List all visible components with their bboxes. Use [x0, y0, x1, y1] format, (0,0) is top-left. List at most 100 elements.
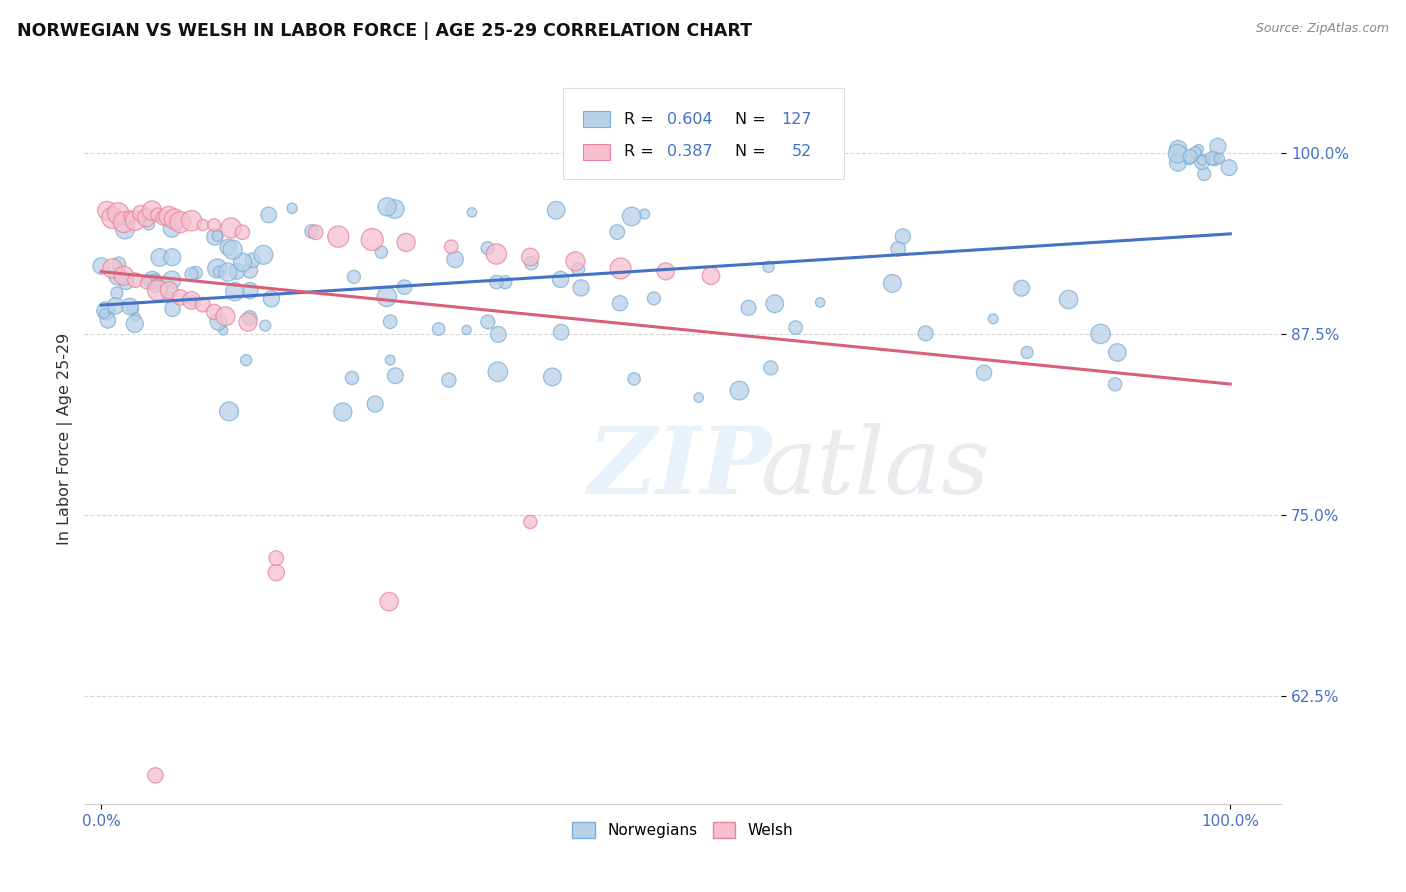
Point [114, 222, 136, 236]
Point [394, 280, 416, 294]
Point [375, 200, 398, 214]
Point [224, 285, 246, 299]
Point [1015, 345, 1038, 359]
Point [305, 225, 328, 239]
Point [882, 277, 904, 291]
Point [157, 290, 180, 304]
Point [378, 594, 401, 608]
Text: 127: 127 [780, 112, 811, 127]
Point [623, 372, 645, 386]
Point [567, 262, 589, 277]
Point [281, 202, 304, 216]
Point [1191, 154, 1213, 169]
Point [180, 267, 202, 281]
Point [252, 248, 274, 262]
Point [328, 229, 350, 244]
Point [569, 281, 592, 295]
Point [914, 326, 936, 341]
Point [395, 235, 418, 250]
Point [218, 404, 240, 418]
Point [180, 293, 202, 308]
Point [217, 265, 239, 279]
Point [239, 311, 262, 326]
Point [1178, 149, 1201, 163]
Point [519, 250, 541, 264]
Point [242, 253, 264, 268]
Point [217, 240, 239, 254]
Point [485, 247, 508, 261]
Point [145, 768, 167, 782]
Point [141, 203, 163, 218]
Point [191, 298, 214, 312]
Point [169, 290, 191, 304]
Point [214, 310, 236, 324]
Point [1218, 161, 1240, 175]
Point [112, 215, 135, 229]
Point [461, 205, 484, 219]
Point [763, 297, 786, 311]
Point [115, 275, 138, 289]
Point [135, 276, 157, 290]
Point [1011, 281, 1033, 295]
Point [633, 207, 655, 221]
Point [1167, 146, 1189, 161]
Point [546, 203, 568, 218]
Point [1090, 326, 1112, 341]
Point [257, 208, 280, 222]
Text: ZIP: ZIP [586, 423, 772, 513]
Point [235, 353, 257, 368]
Point [264, 566, 287, 580]
Point [107, 268, 129, 283]
Point [728, 384, 751, 398]
Point [1107, 345, 1129, 359]
Point [157, 283, 180, 297]
Point [157, 210, 180, 224]
Point [207, 261, 229, 276]
Point [343, 269, 366, 284]
Point [125, 310, 148, 324]
Point [1201, 151, 1223, 165]
Point [688, 391, 710, 405]
Point [184, 266, 207, 280]
Point [1167, 142, 1189, 156]
Point [981, 311, 1004, 326]
Text: N =: N = [735, 112, 766, 127]
Point [212, 323, 235, 337]
Point [440, 240, 463, 254]
Point [1057, 293, 1080, 307]
Point [361, 233, 384, 247]
Point [96, 203, 118, 218]
Point [1184, 145, 1206, 160]
Point [477, 315, 499, 329]
Point [1167, 155, 1189, 169]
Point [202, 305, 225, 319]
Point [609, 296, 631, 310]
Point [380, 353, 402, 368]
Point [655, 264, 678, 278]
Point [93, 307, 115, 321]
Point [486, 365, 509, 379]
Point [90, 259, 112, 273]
Point [437, 373, 460, 387]
Point [143, 274, 166, 288]
Text: atlas: atlas [761, 423, 990, 513]
Point [785, 320, 807, 334]
Point [135, 211, 157, 225]
Point [541, 370, 564, 384]
Point [146, 283, 169, 297]
Point [160, 221, 183, 235]
Point [1187, 142, 1209, 156]
Point [519, 515, 541, 529]
Point [231, 225, 253, 239]
Point [643, 292, 665, 306]
Point [236, 315, 259, 329]
Point [384, 202, 406, 216]
Point [105, 285, 128, 300]
Point [550, 272, 572, 286]
Point [485, 275, 508, 289]
Text: R =: R = [624, 145, 654, 160]
Point [97, 313, 120, 327]
Point [143, 279, 166, 293]
Point [207, 315, 229, 329]
Point [254, 318, 277, 333]
